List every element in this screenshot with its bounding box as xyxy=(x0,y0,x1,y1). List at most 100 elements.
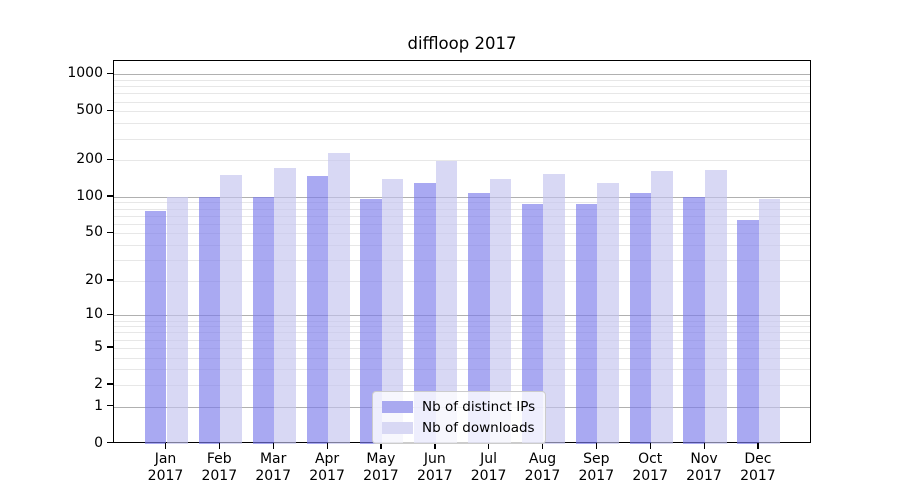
bar-downloads xyxy=(435,161,458,444)
y-gridline-minor xyxy=(114,347,810,349)
bar-downloads xyxy=(166,196,189,444)
y-gridline-minor xyxy=(114,320,810,322)
x-tick-label-year: 2017 xyxy=(363,468,399,484)
x-tick-mark xyxy=(218,443,221,449)
y-gridline-minor xyxy=(114,160,810,162)
y-tick-label: 1000 xyxy=(67,65,103,82)
x-tick-label: Dec 2017 xyxy=(723,451,793,485)
y-tick-mark xyxy=(107,109,113,112)
x-tick-mark xyxy=(488,443,490,449)
y-gridline-minor xyxy=(114,260,810,261)
chart-title: diffloop 2017 xyxy=(407,34,517,53)
y-tick-label: 2 xyxy=(94,375,103,392)
bar-distinct-ips xyxy=(198,196,221,444)
legend-label-downloads: Nb of downloads xyxy=(422,420,535,436)
bar-distinct-ips xyxy=(414,182,436,444)
x-tick-label-year: 2017 xyxy=(740,468,776,484)
y-tick-mark xyxy=(107,313,113,316)
y-tick-mark xyxy=(107,195,113,197)
x-tick-mark xyxy=(649,443,652,449)
bar-downloads xyxy=(758,199,781,444)
x-tick-label-year: 2017 xyxy=(255,468,291,484)
bar-distinct-ips xyxy=(629,193,652,444)
y-tick-label: 50 xyxy=(85,224,103,241)
y-gridline-minor xyxy=(114,357,810,359)
x-tick-label: Feb 2017 xyxy=(184,451,254,485)
bar-downloads xyxy=(705,169,727,444)
x-tick-label-year: 2017 xyxy=(147,468,184,484)
bar-downloads xyxy=(274,167,296,444)
bar-downloads xyxy=(381,178,404,444)
legend-swatch-distinct-ips xyxy=(382,401,413,413)
x-tick-label: Jun 2017 xyxy=(400,451,470,485)
y-gridline-minor xyxy=(114,223,810,225)
x-tick-label-year: 2017 xyxy=(309,468,345,484)
x-tick-label-year: 2017 xyxy=(578,468,615,484)
x-tick-label: Apr 2017 xyxy=(292,451,362,485)
x-tick-mark xyxy=(165,443,167,449)
y-gridline-minor xyxy=(114,101,810,103)
legend-swatch-downloads xyxy=(382,422,413,434)
x-tick-mark xyxy=(757,443,759,449)
y-tick-label: 0 xyxy=(94,434,103,451)
x-tick-mark xyxy=(434,443,436,449)
bar-distinct-ips xyxy=(306,176,329,444)
bar-distinct-ips xyxy=(360,199,382,444)
y-tick-label: 100 xyxy=(76,187,103,204)
x-tick-mark xyxy=(542,443,544,449)
y-gridline-minor xyxy=(114,280,810,282)
y-gridline-minor xyxy=(114,215,810,217)
y-tick-label: 10 xyxy=(85,306,103,323)
x-tick-label-year: 2017 xyxy=(632,468,668,484)
y-gridline-minor xyxy=(114,339,810,341)
y-gridline-minor xyxy=(114,208,810,210)
y-tick-label: 1 xyxy=(94,397,103,414)
x-tick-label: Oct 2017 xyxy=(615,451,685,485)
y-tick-mark xyxy=(107,383,113,385)
x-tick-mark xyxy=(380,443,382,449)
plot-area xyxy=(113,60,811,444)
x-tick-label: May 2017 xyxy=(346,451,416,485)
bar-distinct-ips xyxy=(252,196,275,444)
bar-distinct-ips xyxy=(144,211,167,444)
x-tick-label-year: 2017 xyxy=(416,468,453,484)
y-gridline-minor xyxy=(114,202,810,204)
y-gridline-minor xyxy=(114,111,810,113)
bar-distinct-ips xyxy=(683,196,705,444)
y-gridline-major xyxy=(114,315,810,317)
x-tick-mark xyxy=(595,443,598,449)
bar-distinct-ips xyxy=(737,220,759,444)
legend-item-downloads: Nb of downloads xyxy=(382,420,535,436)
y-tick-mark xyxy=(107,346,113,348)
x-tick-mark xyxy=(326,443,328,449)
bar-downloads xyxy=(651,171,673,444)
y-tick-mark xyxy=(107,279,113,281)
y-tick-mark xyxy=(107,158,113,160)
y-gridline-minor xyxy=(114,123,810,125)
y-gridline-minor xyxy=(114,93,810,95)
x-tick-label: Jul 2017 xyxy=(454,451,524,485)
x-tick-label-year: 2017 xyxy=(686,468,722,484)
y-gridline-minor xyxy=(114,332,810,334)
legend: Nb of distinct IPs Nb of downloads xyxy=(372,391,547,444)
y-gridline-minor xyxy=(114,384,810,386)
legend-label-distinct-ips: Nb of distinct IPs xyxy=(422,399,536,415)
x-tick-mark xyxy=(272,443,275,449)
y-tick-label: 200 xyxy=(76,151,103,168)
x-tick-label-year: 2017 xyxy=(470,468,507,484)
x-tick-label: Jan 2017 xyxy=(131,451,201,485)
y-gridline-minor xyxy=(114,138,810,140)
bar-downloads xyxy=(597,183,619,444)
y-tick-mark xyxy=(107,72,113,75)
x-tick-label-year: 2017 xyxy=(524,468,561,484)
bar-downloads xyxy=(543,174,565,444)
legend-item-distinct-ips: Nb of distinct IPs xyxy=(382,399,535,415)
y-gridline-major xyxy=(114,74,810,76)
y-gridline-minor xyxy=(114,233,810,235)
x-tick-label: Nov 2017 xyxy=(669,451,739,485)
x-tick-mark xyxy=(703,443,705,449)
y-gridline-minor xyxy=(114,79,810,81)
y-tick-label: 5 xyxy=(94,338,103,355)
y-tick-mark xyxy=(107,405,113,407)
bar-distinct-ips xyxy=(575,204,598,444)
